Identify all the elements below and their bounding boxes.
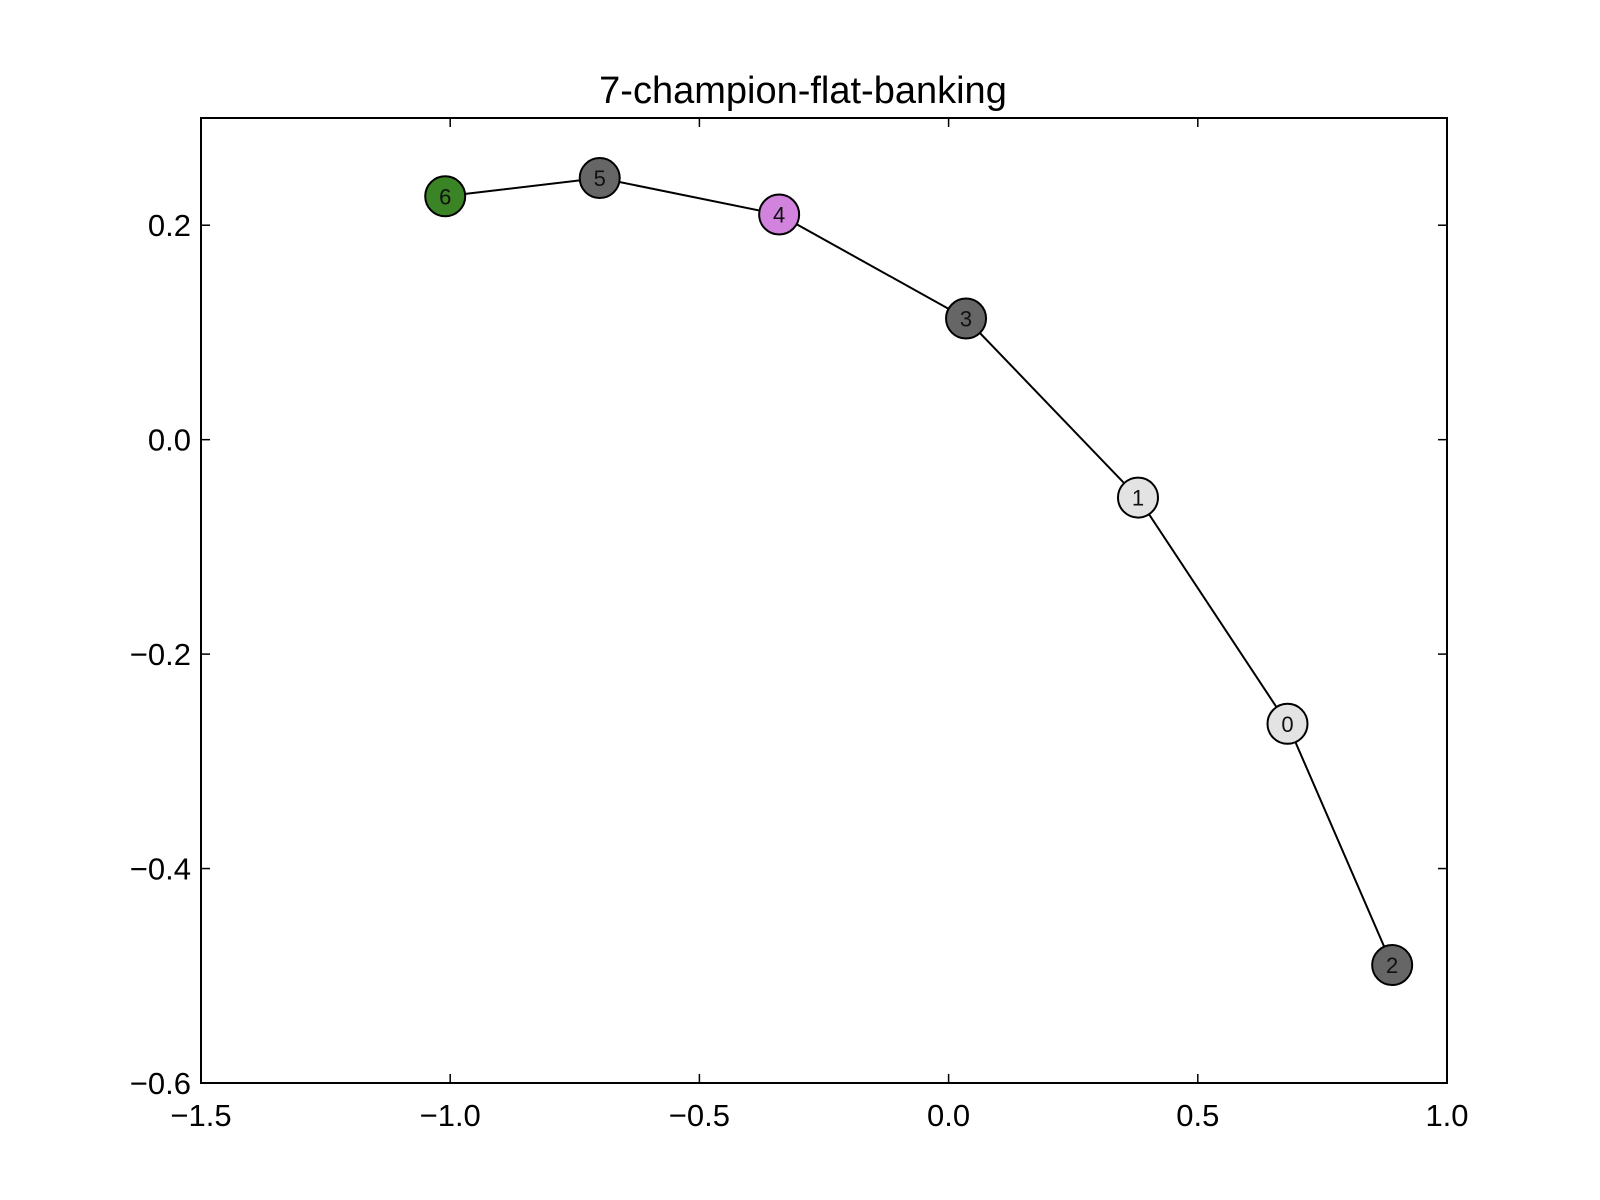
plot-frame <box>200 117 1448 1084</box>
data-point-2: 2 <box>1371 944 1414 987</box>
data-point-marker <box>758 193 801 236</box>
chart-title: 7-champion-flat-banking <box>599 70 1007 112</box>
data-point-marker <box>578 157 621 200</box>
x-tick-label: −1.5 <box>170 1098 231 1133</box>
data-point-marker <box>1116 476 1159 519</box>
data-point-label: 4 <box>773 203 785 228</box>
data-point-label: 0 <box>1281 712 1293 737</box>
data-point-marker <box>945 297 988 340</box>
data-point-label: 2 <box>1386 953 1398 978</box>
x-tick-label: −0.5 <box>669 1098 730 1133</box>
x-tick-label: 0.5 <box>1176 1098 1219 1133</box>
data-point-label: 1 <box>1132 486 1144 511</box>
y-tick-label: 0.0 <box>148 423 191 458</box>
data-point-label: 5 <box>594 166 606 191</box>
data-points: 0 1 2 3 4 5 6 <box>424 157 1414 987</box>
y-tick-label: −0.2 <box>130 637 191 672</box>
data-point-5: 5 <box>578 157 621 200</box>
data-point-3: 3 <box>945 297 988 340</box>
data-point-label: 3 <box>960 307 972 332</box>
data-point-label: 6 <box>439 184 451 209</box>
y-tick-label: −0.6 <box>130 1066 191 1101</box>
y-tick-label: 0.2 <box>148 208 191 243</box>
data-point-4: 4 <box>758 193 801 236</box>
y-tick-label: −0.4 <box>130 852 191 887</box>
x-tick-label: 0.0 <box>927 1098 970 1133</box>
data-point-1: 1 <box>1116 476 1159 519</box>
data-point-0: 0 <box>1266 702 1309 745</box>
plot-axes: −1.5 −1.0 −0.5 0.0 0.5 1.0 −0.6 −0.4 −0.2 0.0 0.2 <box>130 118 1469 1133</box>
data-point-marker <box>1266 702 1309 745</box>
x-tick-label: −1.0 <box>420 1098 481 1133</box>
data-point-marker <box>1371 944 1414 987</box>
data-point-marker <box>424 175 467 218</box>
x-tick-label: 1.0 <box>1425 1098 1468 1133</box>
data-point-6: 6 <box>424 175 467 218</box>
